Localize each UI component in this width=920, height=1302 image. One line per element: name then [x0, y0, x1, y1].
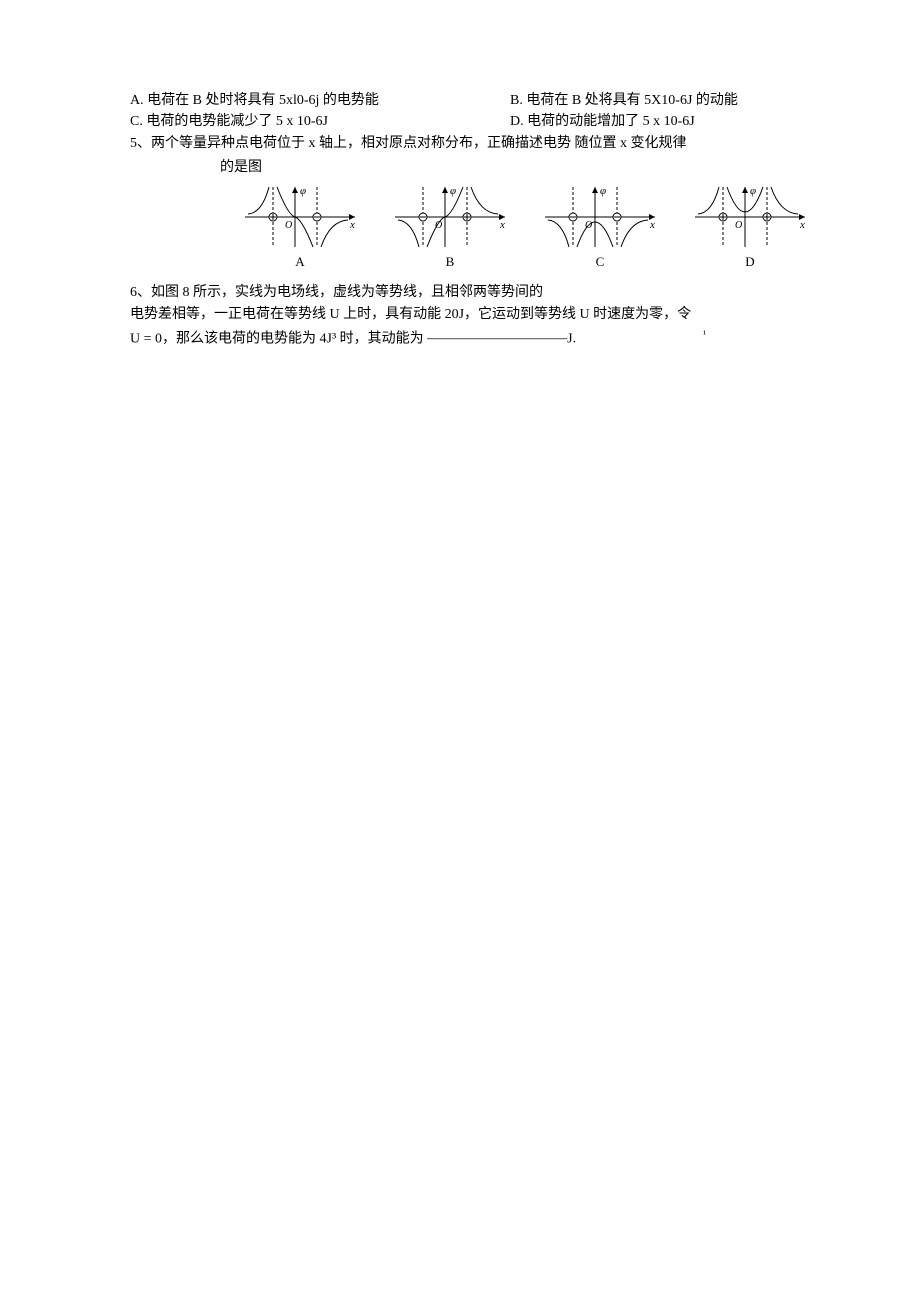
q5-charts: φ x O A φ [130, 182, 860, 270]
chart-B-svg: φ x O [390, 182, 510, 252]
chart-C-label: C [596, 254, 605, 270]
chart-D-svg: φ x O [690, 182, 810, 252]
svg-text:φ: φ [300, 185, 306, 197]
svg-text:x: x [649, 219, 655, 231]
svg-text:φ: φ [600, 185, 606, 197]
chart-B-label: B [446, 254, 455, 270]
q6-line3: U = 0，那么该电荷的电势能为 4J³ 时，其动能为 ——————————J.… [130, 327, 860, 351]
exam-page: A. 电荷在 B 处时将具有 5xl0-6j 的电势能 B. 电荷在 B 处将具… [0, 0, 920, 351]
q5-stem-line1: 5、两个等量异种点电荷位于 x 轴上，相对原点对称分布，正确描述电势 随位置 x… [130, 132, 860, 152]
q4-row2: C. 电荷的电势能减少了 5 x 10-6J D. 电荷的动能增加了 5 x 1… [130, 111, 860, 132]
svg-text:O: O [735, 220, 742, 231]
chart-C-svg: φ x O [540, 182, 660, 252]
q4-row1: A. 电荷在 B 处时将具有 5xl0-6j 的电势能 B. 电荷在 B 处将具… [130, 90, 860, 111]
svg-text:x: x [349, 219, 355, 231]
svg-text:O: O [435, 220, 442, 231]
q5-chart-C: φ x O C [540, 182, 660, 270]
q6-blank: —————————— [427, 328, 567, 350]
chart-D-label: D [745, 254, 754, 270]
svg-text:φ: φ [750, 185, 756, 197]
q5-chart-A: φ x O A [240, 182, 360, 270]
q6-line2: 电势差相等，一正电荷在等势线 U 上时，具有动能 20J，它运动到等势线 U 时… [130, 304, 860, 326]
svg-text:x: x [799, 219, 805, 231]
q4-optC: C. 电荷的电势能减少了 5 x 10-6J [130, 111, 510, 132]
q4-optD: D. 电荷的动能增加了 5 x 10-6J [510, 111, 695, 132]
q6: 6、如图 8 所示，实线为电场线，虚线为等势线，且相邻两等势间的 电势差相等，一… [130, 282, 860, 351]
chart-A-label: A [295, 254, 304, 270]
q5-stem: 5、两个等量异种点电荷位于 x 轴上，相对原点对称分布，正确描述电势 随位置 x… [130, 132, 860, 176]
q5-stem-line2: 的是图 [130, 156, 860, 176]
q4-optA: A. 电荷在 B 处时将具有 5xl0-6j 的电势能 [130, 90, 510, 111]
q6-line1: 6、如图 8 所示，实线为电场线，虚线为等势线，且相邻两等势间的 [130, 282, 860, 304]
svg-text:O: O [585, 220, 592, 231]
q5-chart-B: φ x O B [390, 182, 510, 270]
q6-line3b: J. [567, 331, 576, 346]
chart-A-svg: φ x O [240, 182, 360, 252]
svg-text:x: x [499, 219, 505, 231]
q6-sidemark: ¹ [703, 329, 706, 340]
svg-text:φ: φ [450, 185, 456, 197]
q4-optB: B. 电荷在 B 处将具有 5X10-6J 的动能 [510, 90, 738, 111]
q5-chart-D: φ x O D [690, 182, 810, 270]
q6-line3a: U = 0，那么该电荷的电势能为 4J³ 时，其动能为 [130, 331, 427, 346]
svg-text:O: O [285, 220, 292, 231]
